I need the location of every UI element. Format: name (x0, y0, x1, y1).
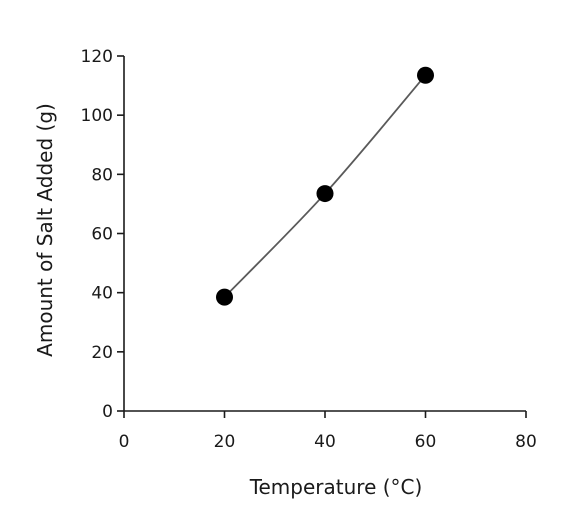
y-tick-label: 80 (91, 165, 113, 185)
y-tick-label: 60 (91, 225, 113, 245)
x-ticks: 0 20 40 60 80 (119, 411, 537, 452)
data-point (417, 66, 434, 84)
y-ticks: 0 20 40 60 80 100 120 (81, 47, 124, 422)
y-axis-title: Amount of Salt Added (g) (33, 103, 57, 357)
data-points (216, 66, 434, 306)
x-tick-label: 20 (214, 432, 236, 452)
y-tick-label: 20 (91, 343, 113, 363)
x-tick-label: 60 (415, 432, 437, 452)
y-tick-label: 0 (102, 402, 113, 422)
y-tick-label: 40 (91, 284, 113, 304)
data-point (216, 288, 233, 306)
x-tick-label: 0 (119, 432, 130, 452)
y-tick-label: 120 (81, 47, 113, 67)
x-tick-label: 80 (515, 432, 537, 452)
x-tick-label: 40 (314, 432, 336, 452)
data-point (316, 185, 334, 203)
y-tick-label: 100 (81, 106, 113, 126)
x-axis-title: Temperature (°C) (249, 475, 423, 499)
axes (123, 56, 526, 412)
